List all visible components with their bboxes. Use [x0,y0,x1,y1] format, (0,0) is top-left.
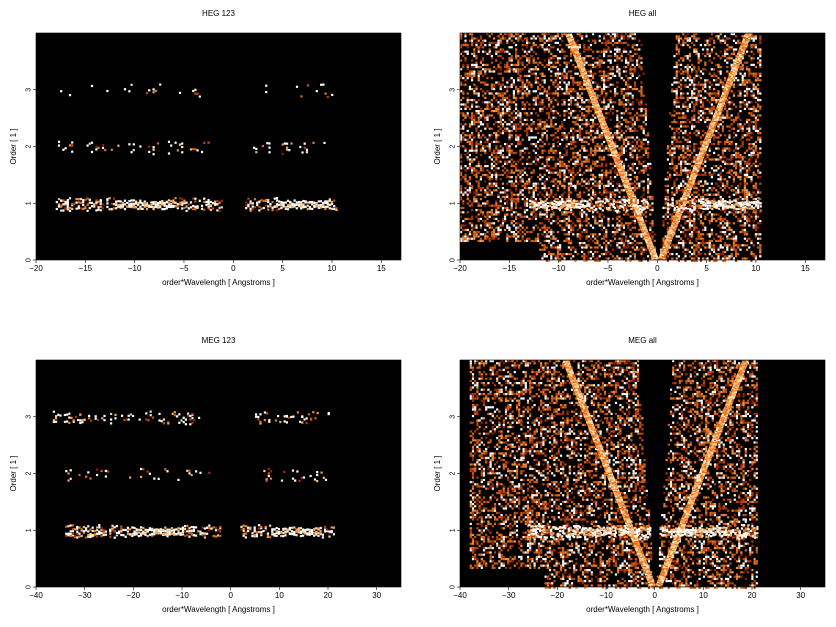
x-tick-label: −40 [29,591,43,600]
chart-panel-3: MEG 123 −40 −30 −20 −10 0 10 20 30 0 1 2 3 order*Wave… [9,336,402,614]
y-tick-label: 1 [26,528,33,532]
x-tick-label: 0 [655,264,660,273]
y-axis-label: Order [ 1 ] [9,455,18,491]
x-tick-label: −20 [127,591,141,600]
x-tick-label: −10 [175,591,189,600]
x-tick-label: 15 [801,264,810,273]
chart-title: HEG all [629,9,657,18]
x-axis-label: order*Wavelength [ Angstroms ] [162,605,275,614]
y-tick-label: 2 [26,144,33,148]
chart-panel-4: MEG all −40 −30 −20 −10 0 10 20 30 0 1 2 3 order*Wave… [433,336,826,614]
y-tick-label: 0 [26,585,33,589]
plot-area [36,33,401,260]
chart-panel-2: HEG all −20 −15 −10 −5 0 5 10 15 0 1 2 3 order*Wavele… [433,9,826,287]
y-axis-label: Order [ 1 ] [433,455,442,491]
y-tick-label: 1 [26,201,33,205]
y-tick-label: 0 [450,585,457,589]
heatmap-cells [460,33,762,262]
x-tick-label: −15 [79,264,93,273]
x-tick-label: 10 [699,591,708,600]
plot-area [36,360,401,587]
x-axis-label: order*Wavelength [ Angstroms ] [162,278,275,287]
x-axis-label: order*Wavelength [ Angstroms ] [586,278,699,287]
y-tick-label: 2 [450,144,457,148]
y-tick-label: 3 [26,415,33,419]
x-tick-label: 20 [324,591,333,600]
heatmap-cells [55,83,338,212]
x-tick-label: 30 [372,591,381,600]
y-tick-label: 2 [26,471,33,475]
x-tick-label: 10 [275,591,284,600]
y-tick-label: 1 [450,528,457,532]
heatmap-cells [52,410,335,539]
y-tick-label: 0 [450,258,457,262]
y-tick-label: 3 [26,88,33,92]
x-tick-label: −20 [453,264,467,273]
y-tick-label: 3 [450,415,457,419]
x-tick-label: −15 [503,264,517,273]
y-axis-label: Order [ 1 ] [433,128,442,164]
x-tick-label: −20 [551,591,565,600]
x-tick-label: −10 [128,264,142,273]
x-tick-label: −5 [179,264,189,273]
chart-title: HEG 123 [202,9,235,18]
chart-panel-1: HEG 123 −20 −15 −10 −5 0 5 10 15 0 1 2 3 order*Wavele… [9,9,402,287]
x-tick-label: 30 [796,591,805,600]
y-tick-label: 3 [450,88,457,92]
x-tick-label: −40 [453,591,467,600]
x-tick-label: −5 [603,264,613,273]
x-tick-label: 10 [327,264,336,273]
x-tick-label: 0 [652,591,657,600]
y-axis-label: Order [ 1 ] [9,128,18,164]
heatmap-cells [469,360,759,589]
chart-title: MEG all [628,336,657,345]
y-tick-label: 1 [450,201,457,205]
x-tick-label: 20 [748,591,757,600]
x-tick-label: −10 [599,591,613,600]
x-tick-label: −30 [502,591,516,600]
x-tick-label: 0 [231,264,236,273]
x-tick-label: −10 [552,264,566,273]
x-tick-label: 15 [377,264,386,273]
x-axis-label: order*Wavelength [ Angstroms ] [586,605,699,614]
x-tick-label: −20 [29,264,43,273]
x-tick-label: 5 [280,264,285,273]
x-tick-label: −30 [78,591,92,600]
x-tick-label: 5 [704,264,709,273]
chart-title: MEG 123 [202,336,236,345]
x-tick-label: 10 [751,264,760,273]
x-tick-label: 0 [228,591,233,600]
y-tick-label: 0 [26,258,33,262]
y-tick-label: 2 [450,471,457,475]
